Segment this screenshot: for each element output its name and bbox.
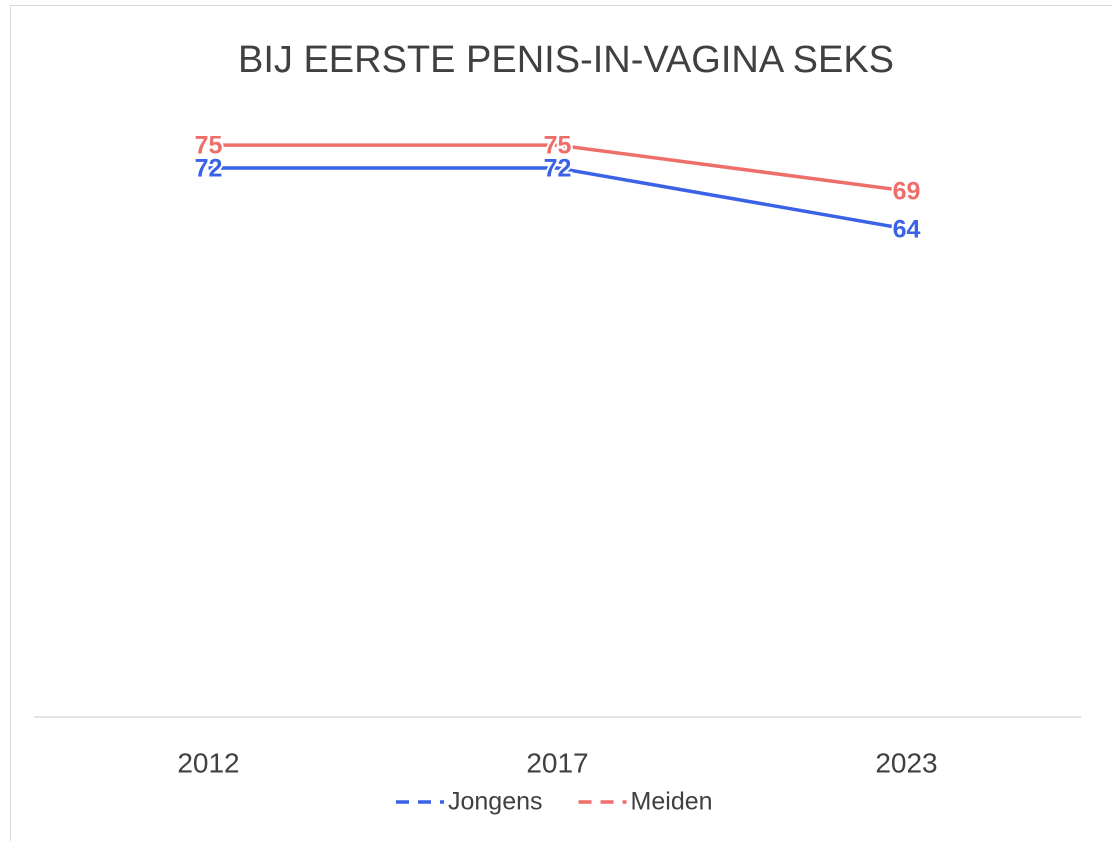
x-tick-label: 2012 <box>177 747 239 778</box>
legend-label: Meiden <box>631 788 713 816</box>
series-line <box>208 143 907 193</box>
x-tick-label: 2023 <box>875 747 937 778</box>
data-label: 72 <box>195 155 223 183</box>
x-tick-label: 2017 <box>526 747 588 778</box>
series-line <box>208 166 907 231</box>
data-label: 72 <box>544 155 572 183</box>
data-label: 75 <box>544 132 572 160</box>
data-label: 75 <box>195 132 223 160</box>
legend-label: Jongens <box>448 788 543 816</box>
data-label: 69 <box>893 177 921 205</box>
chart-title: BIJ EERSTE PENIS-IN-VAGINA SEKS <box>238 39 894 81</box>
data-label: 64 <box>893 216 921 244</box>
